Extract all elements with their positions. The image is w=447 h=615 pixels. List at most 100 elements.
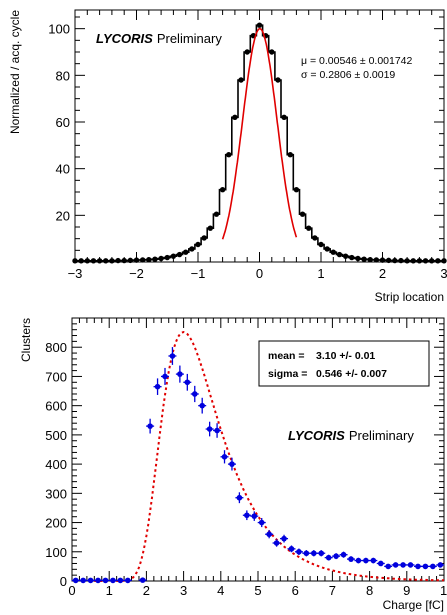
y-tick-label: 100: [48, 22, 70, 37]
data-point: [422, 258, 429, 264]
y-tick-label: 800: [45, 340, 67, 355]
x-tick-label: 0: [68, 583, 75, 598]
data-point: [269, 49, 275, 55]
data-point: [72, 577, 79, 584]
data-point: [147, 423, 153, 429]
data-point: [170, 253, 177, 259]
x-axis-title: Charge [fC]: [383, 598, 444, 612]
data-point: [361, 256, 367, 262]
x-tick-label: 9: [403, 583, 410, 598]
y-axis-title: Clusters: [19, 318, 33, 362]
data-point: [154, 383, 161, 390]
y-tick-label: 100: [45, 545, 67, 560]
data-point: [377, 560, 384, 567]
x-tick-label: −2: [129, 266, 144, 281]
experiment-name: LYCORIS: [96, 31, 153, 46]
preliminary-label: Preliminary: [157, 31, 223, 46]
data-point: [441, 258, 447, 264]
data-point: [299, 211, 306, 217]
data-point: [244, 512, 250, 519]
data-point: [367, 256, 373, 263]
data-point: [226, 151, 232, 158]
data-point: [121, 257, 127, 264]
x-tick-label: −3: [68, 266, 83, 281]
data-point: [256, 22, 263, 28]
data-point: [363, 557, 369, 564]
data-point: [330, 249, 336, 255]
data-point: [191, 391, 198, 397]
data-point: [293, 186, 300, 193]
y-tick-label: 600: [45, 399, 67, 414]
data-point: [336, 251, 343, 258]
plot-frame: [74, 9, 445, 263]
fit-mean-text: μ = 0.00546 ± 0.001742: [301, 55, 413, 67]
y-tick-label: 40: [56, 162, 70, 177]
data-point: [158, 255, 164, 262]
data-point: [80, 577, 86, 584]
y-tick-label: 20: [56, 208, 70, 223]
data-point: [349, 254, 355, 261]
y-tick-label: 700: [45, 369, 67, 384]
data-point: [311, 550, 317, 557]
chart-charge: 0123456789100100200300400500600700800Cha…: [19, 317, 447, 612]
data-point: [251, 513, 258, 519]
data-point: [183, 249, 189, 255]
x-tick-label: 7: [329, 583, 336, 598]
lycoris-label: LYCORIS Preliminary: [96, 31, 222, 46]
x-tick-label: 8: [366, 583, 373, 598]
preliminary-label: Preliminary: [349, 428, 415, 443]
data-point: [139, 577, 146, 583]
x-tick-label: 0: [256, 266, 263, 281]
data-point: [133, 257, 140, 263]
x-tick-label: 6: [292, 583, 299, 598]
data-point: [229, 461, 235, 467]
x-tick-label: 1: [317, 266, 324, 281]
data-point: [87, 577, 94, 584]
x-tick-label: 3: [440, 266, 447, 281]
data-point: [392, 257, 398, 264]
data-point: [370, 557, 377, 564]
data-point: [324, 246, 330, 252]
y-tick-label: 200: [45, 516, 67, 531]
data-point: [162, 373, 168, 380]
x-tick-label: 2: [379, 266, 386, 281]
data-point: [90, 258, 97, 264]
data-point: [318, 550, 325, 557]
experiment-name: LYCORIS: [288, 428, 345, 443]
x-tick-label: 5: [254, 583, 261, 598]
y-tick-label: 400: [45, 457, 67, 472]
data-point: [410, 258, 416, 264]
data-point: [127, 257, 134, 264]
data-point: [184, 379, 191, 386]
data-point: [400, 562, 406, 568]
data-point: [201, 235, 207, 241]
gaussian-fit-curve: [221, 27, 298, 240]
data-point: [404, 258, 410, 264]
data-point: [244, 49, 250, 55]
data-point: [430, 563, 436, 570]
data-point: [325, 554, 332, 561]
data-point: [109, 258, 115, 264]
data-point: [392, 562, 399, 568]
data-point: [287, 151, 293, 158]
data-point: [296, 548, 302, 555]
data-point: [288, 546, 295, 552]
data-point: [416, 258, 423, 264]
data-point: [219, 186, 226, 193]
data-point: [139, 257, 146, 263]
data-point: [342, 253, 349, 259]
data-point: [84, 258, 91, 264]
y-tick-label: 0: [60, 574, 67, 589]
data-point: [214, 427, 220, 434]
data-point: [429, 258, 435, 264]
data-point: [169, 353, 176, 359]
data-point: [236, 494, 243, 501]
data-point: [303, 550, 310, 557]
x-tick-label: −1: [191, 266, 206, 281]
data-point: [78, 258, 84, 264]
data-point: [415, 563, 421, 570]
data-point: [333, 553, 339, 559]
data-point: [199, 402, 205, 409]
data-point: [266, 531, 272, 538]
x-axis-title: Strip location: [375, 290, 444, 304]
